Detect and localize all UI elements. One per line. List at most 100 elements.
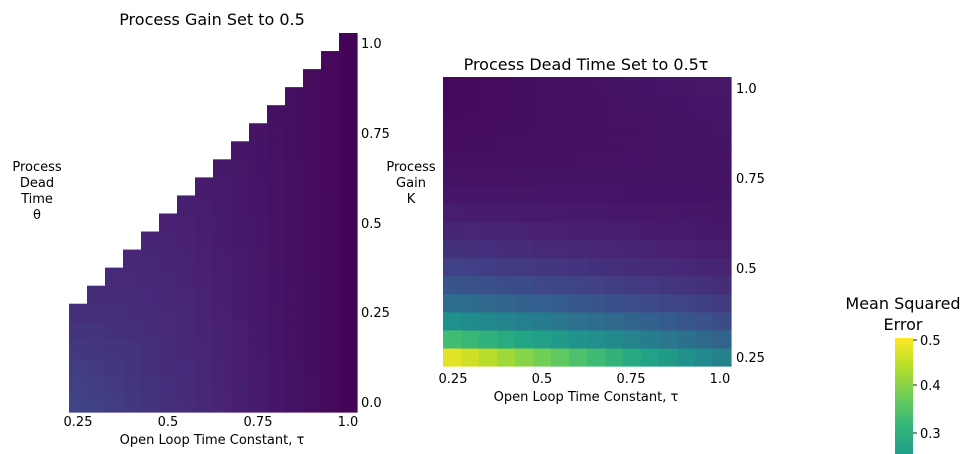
heatmap-cell [159,285,178,305]
heatmap-cell [605,311,624,331]
heatmap-cell [141,321,160,341]
heatmap-cell [533,167,552,186]
heatmap-cell [623,113,642,132]
heatmap-cell [285,393,304,413]
heatmap-cell [339,213,358,233]
heatmap-cell [267,285,286,305]
heatmap-cell [267,195,286,215]
heatmap-cell [479,257,498,277]
heatmap-cell [303,159,322,178]
heatmap-cell [677,113,696,132]
x-tick-left-3: 0.75 [244,415,273,430]
heatmap-cell [713,203,732,223]
heatmap-cell [141,285,160,305]
heatmap-cell [267,177,286,197]
heatmap-cell [231,321,250,341]
heatmap-cell [177,303,196,323]
heatmap-cell [303,141,322,160]
heatmap-cell [443,347,462,367]
heatmap-cell [713,149,732,168]
heatmap-cell [231,357,250,377]
heatmap-cell [159,375,178,395]
heatmap-cell [231,141,250,160]
heatmap-cell [249,249,268,269]
heatmap-cell [177,375,196,395]
heatmap-cell [497,257,516,277]
heatmap-cell [677,257,696,277]
heatmap-cell [213,213,232,233]
heatmap-cell [497,131,516,150]
heatmap-cell [695,95,714,114]
heatmap-cell [303,195,322,215]
heatmap-cell [443,329,462,349]
heatmap-cell [659,239,678,259]
heatmap-cell [713,185,732,205]
heatmap-cell [515,293,534,313]
y-tick-left-5: 1.0 [361,37,382,52]
heatmap-cell [605,203,624,223]
colorbar-ticks: 0.5 0.4 0.3 [913,334,941,442]
heatmap-cell [713,95,732,114]
heatmap-cell [461,329,480,349]
y-label-left-line-1: Process [12,160,62,175]
heatmap-cell [515,221,534,241]
heatmap-cell [443,131,462,150]
heatmap-cell [461,167,480,186]
heatmap-cell [569,185,588,205]
heatmap-cell [677,77,696,96]
y-tick-left-3: 0.5 [361,217,382,232]
heatmap-cell [515,347,534,367]
heatmap-cell [267,321,286,341]
heatmap-cell [195,393,214,413]
heatmap-cell [587,329,606,349]
heatmap-cell [641,347,660,367]
heatmap-cell [659,275,678,295]
x-tick-left-4: 1.0 [338,415,359,430]
y-label-left-line-3: Time [20,192,53,207]
heatmap-cell [587,311,606,331]
heatmap-cell [123,303,142,323]
heatmap-cell [515,239,534,259]
heatmap-cell [695,77,714,96]
y-ticks-right: 0.25 0.5 0.75 1.0 [736,82,765,366]
heatmap-cell [195,357,214,377]
heatmap-cell [87,357,106,377]
heatmap-cell [177,357,196,377]
heatmap-cell [267,375,286,395]
heatmap-cell [87,375,106,395]
heatmap-cell [213,393,232,413]
heatmap-cell [303,249,322,269]
heatmap-cell [533,221,552,241]
heatmap-cell [605,329,624,349]
chart-right: Process Dead Time Set to 0.5τ Process Ga… [386,55,765,405]
heatmap-cell [695,257,714,277]
heatmap-cell [321,267,340,287]
y-tick-right-2: 0.5 [736,262,757,277]
heatmap-cell [321,105,340,124]
heatmap-cell [249,393,268,413]
heatmap-cell [497,113,516,132]
heatmap-cell [569,203,588,223]
heatmap-cell [267,357,286,377]
heatmap-cell [695,131,714,150]
heatmap-cell [141,357,160,377]
heatmap-cell [195,375,214,395]
heatmap-cell [533,131,552,150]
heatmap-cell [285,357,304,377]
heatmap-cell [623,77,642,96]
heatmap-cell [461,113,480,132]
heatmap-cell [677,131,696,150]
heatmap-cell [339,123,358,142]
heatmap-cell [321,123,340,142]
heatmap-cell [195,285,214,305]
heatmap-cell [141,303,160,323]
heatmap-cell [321,177,340,197]
heatmap-cell [695,293,714,313]
heatmap-cell [141,339,160,359]
heatmap-cell [285,249,304,269]
heatmap-cell [569,275,588,295]
heatmap-cell [105,393,124,413]
heatmap-cell [659,167,678,186]
heatmap-cell [623,257,642,277]
